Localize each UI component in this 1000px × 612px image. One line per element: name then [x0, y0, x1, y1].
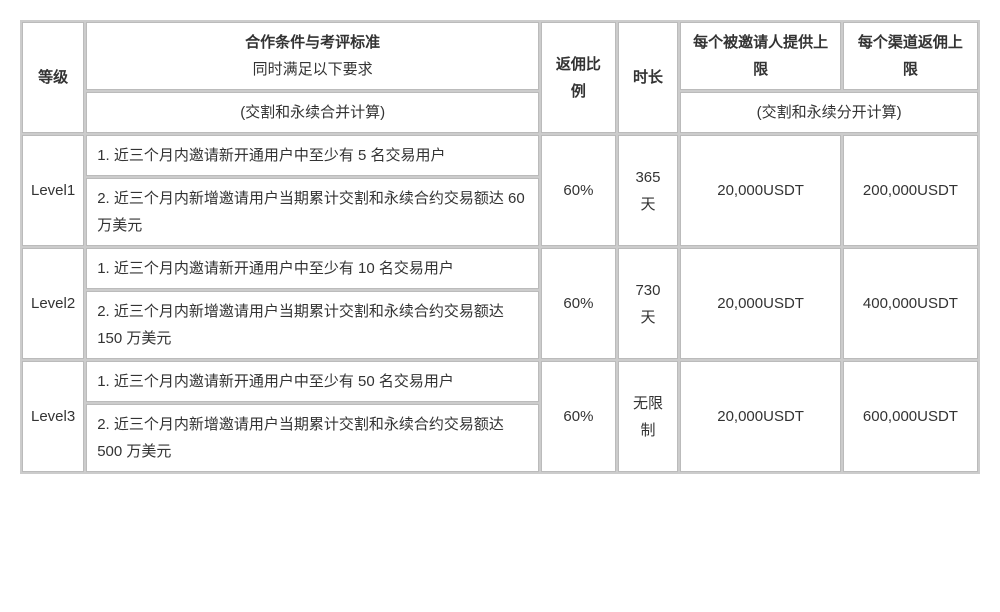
condition-cell: 2. 近三个月内新增邀请用户当期累计交割和永续合约交易额达 500 万美元	[86, 404, 539, 472]
header-channel-cap: 每个渠道返佣上限	[843, 22, 978, 90]
rebate-cell: 60%	[541, 135, 615, 246]
invitee-cap-cell: 20,000USDT	[680, 361, 841, 472]
condition-cell: 2. 近三个月内新增邀请用户当期累计交割和永续合约交易额达 150 万美元	[86, 291, 539, 359]
table-row: Level1 1. 近三个月内邀请新开通用户中至少有 5 名交易用户 60% 3…	[22, 135, 978, 176]
duration-cell: 365 天	[618, 135, 679, 246]
duration-cell: 730 天	[618, 248, 679, 359]
header-invitee-cap: 每个被邀请人提供上限	[680, 22, 841, 90]
header-rebate-text: 返佣比例	[556, 56, 601, 100]
condition-cell: 1. 近三个月内邀请新开通用户中至少有 5 名交易用户	[86, 135, 539, 176]
header-row-2: (交割和永续合并计算) (交割和永续分开计算)	[22, 92, 978, 133]
rebate-cell: 60%	[541, 361, 615, 472]
header-conditions-note: (交割和永续合并计算)	[86, 92, 539, 133]
condition-cell: 1. 近三个月内邀请新开通用户中至少有 10 名交易用户	[86, 248, 539, 289]
header-conditions-title: 合作条件与考评标准	[245, 34, 380, 51]
header-level-text: 等级	[38, 69, 68, 86]
header-row-1: 等级 合作条件与考评标准 同时满足以下要求 返佣比例 时长 每个被邀请人提供上限…	[22, 22, 978, 90]
header-invitee-cap-text: 每个被邀请人提供上限	[693, 34, 828, 78]
header-conditions: 合作条件与考评标准 同时满足以下要求	[86, 22, 539, 90]
level-cell: Level3	[22, 361, 84, 472]
header-conditions-sub: 同时满足以下要求	[253, 61, 373, 78]
condition-cell: 2. 近三个月内新增邀请用户当期累计交割和永续合约交易额达 60 万美元	[86, 178, 539, 246]
header-rebate: 返佣比例	[541, 22, 615, 133]
channel-cap-cell: 400,000USDT	[843, 248, 978, 359]
header-level: 等级	[22, 22, 84, 133]
table-row: Level2 1. 近三个月内邀请新开通用户中至少有 10 名交易用户 60% …	[22, 248, 978, 289]
header-channel-cap-text: 每个渠道返佣上限	[858, 34, 963, 78]
header-duration: 时长	[618, 22, 679, 133]
condition-cell: 1. 近三个月内邀请新开通用户中至少有 50 名交易用户	[86, 361, 539, 402]
duration-cell: 无限制	[618, 361, 679, 472]
table-row: Level3 1. 近三个月内邀请新开通用户中至少有 50 名交易用户 60% …	[22, 361, 978, 402]
header-caps-note: (交割和永续分开计算)	[680, 92, 978, 133]
invitee-cap-cell: 20,000USDT	[680, 135, 841, 246]
rebate-cell: 60%	[541, 248, 615, 359]
channel-cap-cell: 600,000USDT	[843, 361, 978, 472]
header-duration-text: 时长	[633, 69, 663, 86]
level-cell: Level2	[22, 248, 84, 359]
invitee-cap-cell: 20,000USDT	[680, 248, 841, 359]
level-cell: Level1	[22, 135, 84, 246]
channel-cap-cell: 200,000USDT	[843, 135, 978, 246]
partner-levels-table: 等级 合作条件与考评标准 同时满足以下要求 返佣比例 时长 每个被邀请人提供上限…	[20, 20, 980, 474]
